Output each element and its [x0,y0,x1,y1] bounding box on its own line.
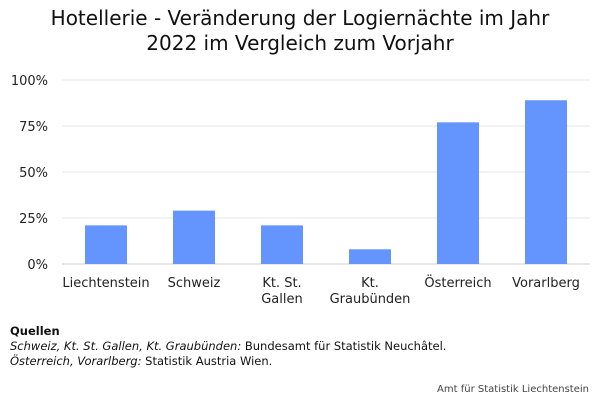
x-tick-label-line: Kt. St. [262,276,301,291]
grid-lines [62,79,590,265]
x-tick-label-line: Graubünden [330,292,411,307]
y-axis-tick-labels: 0% 25% 50% 75% 100% [11,74,48,273]
x-tick-label: Kt. Graubünden [330,276,411,307]
y-tick-label: 100% [11,74,48,89]
x-tick-label-line: Liechtenstein [62,276,149,291]
y-tick-label: 25% [19,212,48,227]
x-tick-label-line: Österreich [424,274,491,291]
bar-chart: 0% 25% 50% 75% 100% Liechtenstein Schweiz Kt. … [11,74,590,307]
bar [173,210,215,264]
x-tick-label: Österreich [424,274,491,291]
y-tick-label: 0% [27,258,48,273]
sources-line-1: Schweiz, Kt. St. Gallen, Kt. Graubünden:… [10,339,446,354]
sources-heading: Quellen [10,324,60,338]
sources-note: Quellen Schweiz, Kt. St. Gallen, Kt. Gra… [10,324,446,369]
x-tick-label-line: Gallen [261,292,303,307]
publisher-credit: Amt für Statistik Liechtenstein [437,384,589,395]
bar [261,225,303,264]
bar [437,122,479,264]
chart-title-line-2: 2022 im Vergleich zum Vorjahr [146,31,454,55]
bar [349,249,391,264]
sources-line-2: Österreich, Vorarlberg: Statistik Austri… [10,354,446,369]
bar [525,100,567,264]
bars [85,100,567,264]
x-tick-label-line: Vorarlberg [512,276,580,291]
x-tick-label: Liechtenstein [62,276,149,291]
sources-line-1-text: Bundesamt für Statistik Neuchâtel. [241,339,447,353]
sources-line-2-label: Österreich, Vorarlberg: [10,354,142,368]
bar [85,225,127,264]
sources-line-1-label: Schweiz, Kt. St. Gallen, Kt. Graubünden: [10,339,242,353]
y-tick-label: 75% [19,120,48,135]
chart-title: Hotellerie - Veränderung der Logiernächt… [0,6,600,56]
x-tick-label: Vorarlberg [512,276,580,291]
chart-title-line-1: Hotellerie - Veränderung der Logiernächt… [50,6,550,30]
x-tick-label: Schweiz [168,276,221,291]
x-tick-label-line: Kt. [361,276,379,291]
y-tick-label: 50% [19,166,48,181]
x-axis-tick-labels: Liechtenstein Schweiz Kt. St. Gallen Kt. Grau… [62,274,580,307]
x-tick-label-line: Schweiz [168,276,221,291]
x-tick-label: Kt. St. Gallen [261,276,303,307]
sources-line-2-text: Statistik Austria Wien. [141,354,273,368]
